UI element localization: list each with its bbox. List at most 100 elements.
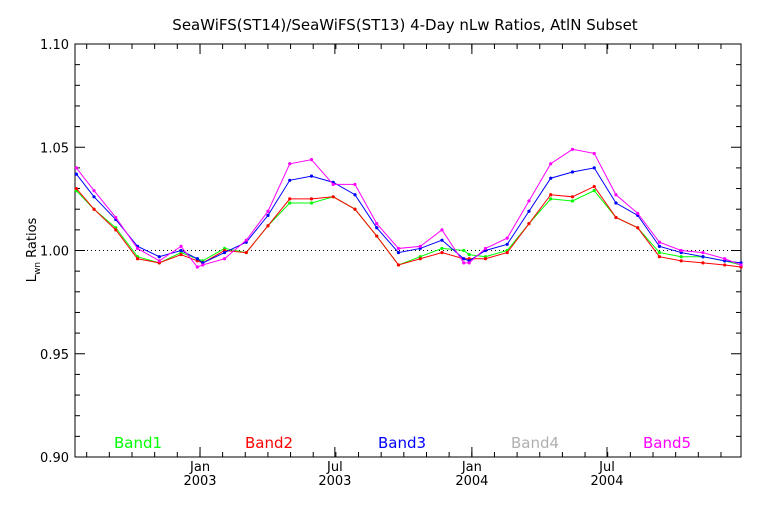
data-point-band3 bbox=[440, 238, 444, 242]
legend-item-band5: Band5 bbox=[643, 434, 691, 452]
data-point-band5 bbox=[483, 246, 488, 251]
data-point-band1 bbox=[679, 255, 683, 259]
data-point-band5 bbox=[222, 257, 227, 261]
data-point-band3 bbox=[74, 172, 78, 176]
x-tick-label-month: Jul bbox=[326, 460, 343, 475]
data-point-band1 bbox=[570, 199, 575, 203]
x-tick-label-year: 2003 bbox=[318, 474, 351, 489]
data-point-band1 bbox=[440, 246, 444, 251]
data-point-band5 bbox=[739, 263, 743, 267]
series-line-band5 bbox=[75, 148, 742, 268]
data-point-band3 bbox=[222, 250, 227, 255]
data-point-band5 bbox=[636, 211, 640, 215]
data-point-band3 bbox=[288, 178, 292, 182]
data-point-band3 bbox=[309, 174, 314, 178]
data-point-band5 bbox=[135, 246, 140, 251]
data-point-band2 bbox=[288, 197, 292, 201]
data-point-band2 bbox=[679, 259, 683, 263]
data-point-band5 bbox=[353, 182, 357, 187]
data-point-band2 bbox=[353, 207, 357, 211]
data-point-band5 bbox=[179, 244, 183, 248]
x-tick-label-year: 2004 bbox=[455, 474, 488, 489]
data-point-band5 bbox=[92, 189, 96, 193]
data-point-band2 bbox=[375, 234, 379, 238]
data-point-band5 bbox=[201, 263, 205, 267]
legend-item-band4: Band4 bbox=[511, 434, 559, 452]
data-point-band2 bbox=[92, 207, 96, 211]
data-point-band5 bbox=[157, 259, 161, 263]
data-point-band5 bbox=[331, 182, 335, 187]
x-tick-label-month: Jan bbox=[461, 460, 482, 475]
data-point-band5 bbox=[701, 250, 705, 255]
chart-title: SeaWiFS(ST14)/SeaWiFS(ST13) 4-Day nLw Ra… bbox=[172, 16, 637, 34]
legend-item-band2: Band2 bbox=[245, 434, 293, 452]
data-point-band1 bbox=[592, 189, 596, 193]
data-point-band2 bbox=[636, 226, 640, 230]
series-line-band3 bbox=[75, 167, 742, 264]
data-point-band5 bbox=[723, 257, 727, 261]
data-point-band5 bbox=[505, 236, 509, 240]
data-point-band5 bbox=[440, 228, 444, 232]
data-point-band2 bbox=[723, 263, 727, 267]
data-point-band2 bbox=[570, 195, 575, 199]
x-tick-label-month: Jan bbox=[189, 460, 210, 475]
data-point-band5 bbox=[309, 158, 314, 162]
data-point-band3 bbox=[92, 195, 96, 199]
data-point-band5 bbox=[549, 162, 553, 166]
data-point-band3 bbox=[266, 213, 270, 217]
data-point-band2 bbox=[179, 253, 183, 257]
x-tick-label-month: Jul bbox=[598, 460, 615, 475]
data-point-band1 bbox=[657, 250, 662, 255]
y-tick-label: 1.05 bbox=[40, 141, 69, 156]
data-point-band5 bbox=[114, 215, 118, 220]
data-point-band5 bbox=[396, 246, 401, 251]
data-point-band3 bbox=[527, 209, 531, 213]
data-point-band5 bbox=[418, 244, 422, 248]
data-point-band3 bbox=[549, 176, 553, 180]
data-point-band2 bbox=[135, 257, 140, 261]
data-point-band5 bbox=[527, 199, 531, 203]
series-line-band1 bbox=[75, 189, 742, 266]
x-tick-label-year: 2004 bbox=[590, 474, 623, 489]
y-axis-label: Lwn Ratios bbox=[25, 217, 43, 282]
data-point-band2 bbox=[309, 197, 314, 201]
data-point-band5 bbox=[266, 209, 270, 213]
y-axis-label-rest: Ratios bbox=[25, 217, 40, 262]
data-point-band5 bbox=[244, 238, 248, 242]
data-point-band3 bbox=[375, 226, 379, 230]
data-point-band5 bbox=[462, 261, 466, 265]
data-point-band2 bbox=[505, 250, 509, 255]
y-tick-label: 1.10 bbox=[40, 38, 69, 53]
data-point-band3 bbox=[179, 248, 183, 253]
data-point-band3 bbox=[570, 170, 575, 174]
x-tick-label-year: 2003 bbox=[183, 474, 216, 489]
data-point-band2 bbox=[114, 228, 118, 232]
data-point-band3 bbox=[353, 193, 357, 197]
legend: Band1 Band2 Band3 Band4 Band5 bbox=[114, 434, 691, 452]
data-point-band2 bbox=[74, 186, 78, 191]
data-point-band5 bbox=[592, 151, 596, 156]
y-tick-label: 1.00 bbox=[40, 245, 69, 260]
data-point-band3 bbox=[505, 242, 509, 246]
data-point-band2 bbox=[549, 193, 553, 197]
legend-item-band1: Band1 bbox=[114, 434, 162, 452]
data-point-band1 bbox=[462, 248, 466, 253]
data-point-band5 bbox=[657, 240, 662, 244]
data-point-band5 bbox=[74, 166, 78, 170]
data-point-band1 bbox=[288, 201, 292, 205]
data-point-band3 bbox=[614, 201, 618, 205]
y-axis-label-main: L bbox=[25, 274, 40, 282]
data-point-band2 bbox=[396, 263, 401, 267]
data-point-band2 bbox=[701, 261, 705, 265]
data-point-band3 bbox=[462, 257, 466, 261]
data-point-band2 bbox=[440, 250, 444, 255]
series-line-band2 bbox=[75, 185, 742, 268]
data-point-band5 bbox=[679, 248, 683, 253]
data-point-band5 bbox=[467, 261, 471, 265]
data-point-band2 bbox=[657, 255, 662, 259]
data-point-band3 bbox=[701, 255, 705, 259]
data-point-band2 bbox=[592, 184, 596, 189]
legend-item-band3: Band3 bbox=[378, 434, 426, 452]
data-point-band3 bbox=[195, 257, 199, 261]
